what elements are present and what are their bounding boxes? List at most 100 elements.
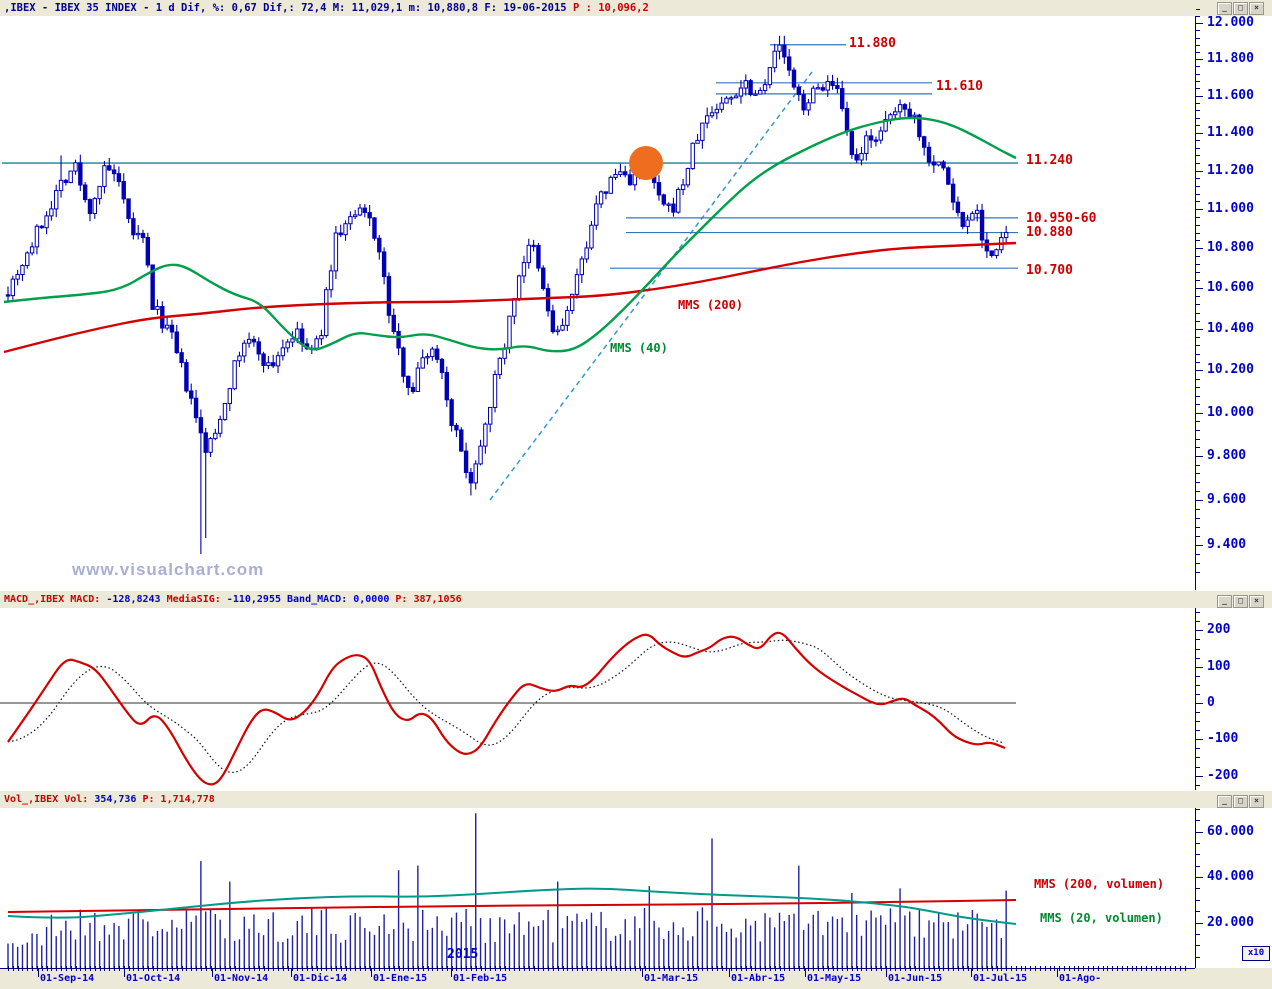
y-axis-minor-tick [1196,387,1200,389]
y-axis-minor-tick [1196,491,1200,493]
close-icon[interactable]: × [1249,595,1264,608]
date-minor-tick [80,966,82,971]
date-minor-tick [1107,966,1109,971]
header-segment: Band_MACD: 0,0000 [287,594,396,605]
date-minor-tick [784,966,786,971]
date-month-tick [1057,968,1058,977]
y-axis-tick [1196,922,1203,924]
y-axis-tick [1196,703,1203,704]
y-axis-minor-tick [1196,572,1200,574]
date-minor-tick [774,966,776,971]
volume-chart-canvas[interactable] [0,808,1195,968]
minimize-icon[interactable]: _ [1217,595,1232,608]
y-axis-minor-tick [1196,473,1200,475]
date-minor-tick [297,966,299,971]
date-minor-tick [369,966,371,971]
y-axis-tick-label: 11.600 [1207,87,1254,103]
y-axis-minor-tick [1196,766,1200,768]
date-minor-tick [36,966,38,971]
header-segment: 354,736 [94,794,143,805]
date-minor-tick [875,966,877,971]
close-icon[interactable]: × [1249,795,1264,808]
macd-header-text: MACD_,IBEX MACD: -128,8243 MediaSIG: -11… [4,594,462,605]
price-axis[interactable]: 12.000 11.800 11.600 11.400 11.200 11.000 10.8… [1195,9,1272,590]
price-level-label: 11.880 [849,36,896,51]
date-minor-tick [109,966,111,971]
minimize-icon[interactable]: _ [1217,795,1232,808]
date-minor-tick [355,966,357,971]
date-minor-tick [408,966,410,971]
date-minor-tick [615,966,617,971]
date-minor-tick [721,966,723,971]
price-chart-canvas[interactable] [0,16,1195,590]
date-minor-tick [220,966,222,971]
date-minor-tick [1117,966,1119,971]
x-axis-date-label: 01-Dic-14 [293,973,348,984]
y-axis-tick-label: 9.600 [1207,491,1247,507]
y-axis-minor-tick [1196,404,1200,406]
date-month-tick [642,968,643,977]
date-minor-tick [900,966,902,971]
y-axis-minor-tick [1196,842,1200,844]
y-axis-tick [1196,23,1203,25]
date-minor-tick [1131,966,1133,971]
date-minor-tick [75,966,77,971]
date-minor-tick [1155,966,1157,971]
date-minor-tick [51,966,53,971]
date-minor-tick [702,966,704,971]
date-minor-tick [914,966,916,971]
date-minor-tick [85,966,87,971]
date-minor-tick [379,966,381,971]
y-axis-tick-label: 60.000 [1207,823,1254,839]
date-minor-tick [1044,966,1046,971]
y-axis-minor-tick [1196,345,1200,347]
volume-axis[interactable]: 60.000 40.000 20.000 [1195,808,1272,968]
date-minor-tick [1121,966,1123,971]
y-axis-minor-tick [1196,639,1200,641]
date-minor-tick [798,966,800,971]
date-minor-tick [1068,966,1070,971]
date-minor-tick [538,966,540,971]
mms-40-label: MMS (40) [610,341,668,355]
date-minor-tick [880,966,882,971]
date-axis[interactable]: 01-Sep-14 01-Oct-14 01-Nov-14 01-Dic-14 01-E… [0,966,1272,989]
date-month-tick [212,968,213,977]
y-axis-minor-tick [1196,264,1200,266]
y-axis-tick [1196,288,1203,290]
date-month-tick [729,968,730,977]
y-axis-minor-tick [1196,854,1200,856]
date-minor-tick [572,966,574,971]
date-minor-tick [1112,966,1114,971]
maximize-icon[interactable]: □ [1233,595,1248,608]
y-axis-minor-tick [1196,320,1200,322]
date-minor-tick [827,966,829,971]
vol-mms-200-line [7,899,1017,913]
trendline [489,71,813,501]
date-minor-tick [331,966,333,971]
y-axis-tick [1196,370,1203,372]
y-axis-minor-tick [1196,272,1200,274]
date-minor-tick [456,966,458,971]
macd-axis[interactable]: 200 100 0 -100 -200 [1195,608,1272,795]
y-axis-tick [1196,666,1203,668]
maximize-icon[interactable]: □ [1233,2,1248,15]
y-axis-tick-label: 100 [1207,658,1231,674]
y-axis-tick-label: 10.600 [1207,280,1254,296]
y-axis-minor-tick [1196,16,1200,18]
date-minor-tick [1092,966,1094,971]
date-minor-tick [1160,966,1162,971]
date-minor-tick [302,966,304,971]
date-minor-tick [972,966,974,971]
date-minor-tick [750,966,752,971]
y-axis-tick-label: 9.400 [1207,536,1247,552]
date-minor-tick [938,966,940,971]
maximize-icon[interactable]: □ [1233,795,1248,808]
date-minor-tick [1083,966,1085,971]
date-minor-tick [133,966,135,971]
volume-panel: MMS (200, volumen) MMS (20, volumen) [0,808,1195,968]
close-icon[interactable]: × [1249,2,1264,15]
macd-chart-canvas[interactable] [0,608,1195,790]
date-minor-tick [278,966,280,971]
date-minor-tick [205,966,207,971]
minimize-icon[interactable]: _ [1217,2,1232,15]
